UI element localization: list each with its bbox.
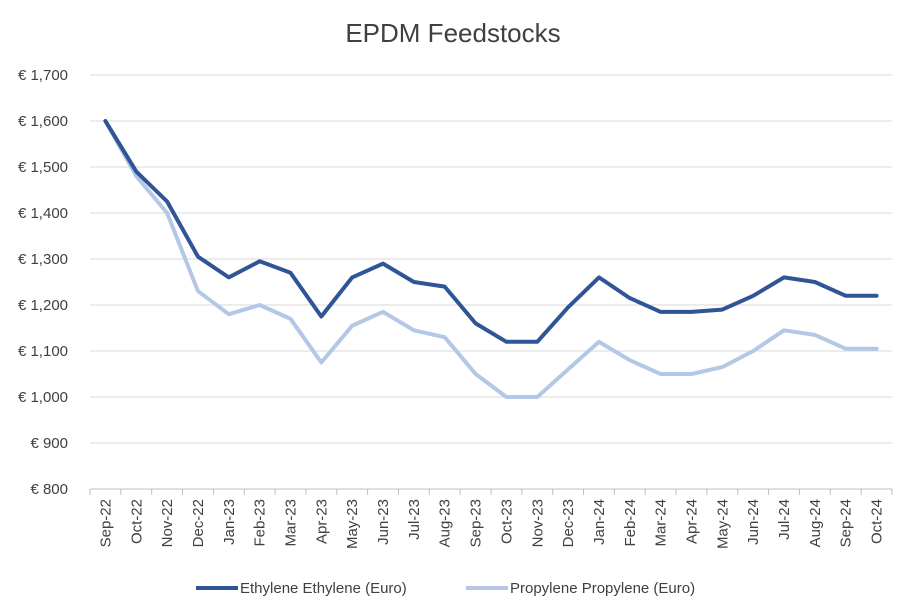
x-tick-label: Jan-24 [591,499,608,545]
y-tick-label: € 1,100 [18,343,68,360]
y-tick-label: € 1,500 [18,159,68,176]
y-tick-label: € 1,600 [18,113,68,130]
x-tick-label: Sep-22 [97,499,114,547]
x-tick-label: Oct-22 [128,499,145,544]
y-tick-label: € 1,700 [18,67,68,84]
x-tick-label: Mar-24 [653,499,670,547]
series-line-propylene [103,119,879,399]
y-tick-label: € 1,000 [18,389,68,406]
x-tick-label: Dec-23 [560,499,577,547]
x-tick-label: Jul-23 [406,499,423,540]
x-tick-label: Nov-23 [529,499,546,547]
x-tick-label: Jun-24 [745,499,762,545]
x-tick-label: Aug-24 [807,499,824,547]
x-axis [89,488,893,495]
x-tick-label: Feb-24 [622,499,639,547]
x-tick-label: Jun-23 [375,499,392,545]
x-tick-label: Feb-23 [252,499,269,547]
y-tick-label: € 800 [30,481,68,498]
series-lines [103,119,879,399]
x-tick-label: Dec-22 [190,499,207,547]
x-tick-label: Oct-23 [498,499,515,544]
y-tick-label: € 1,200 [18,297,68,314]
y-tick-label: € 1,400 [18,205,68,222]
x-tick-label: May-24 [714,499,731,549]
x-axis-tick-labels: Sep-22 Oct-22 Nov-22 Dec-22 Jan-23 Feb-23 Mar-… [97,499,885,549]
x-tick-label: Jan-23 [221,499,238,545]
x-tick-label: Jul-24 [776,499,793,540]
chart-title: EPDM Feedstocks [345,18,560,48]
y-axis-tick-labels: € 800 € 900 € 1,000 € 1,100 € 1,200 € 1,300 € … [18,67,68,498]
x-tick-label: Sep-23 [468,499,485,547]
legend-label-propylene: Propylene Propylene (Euro) [510,580,695,597]
x-tick-label: Aug-23 [437,499,454,547]
x-tick-label: Apr-23 [313,499,330,544]
series-line-ethylene [103,119,879,344]
x-tick-label: Nov-22 [159,499,176,547]
legend: Ethylene Ethylene (Euro) Propylene Propyl… [196,580,695,597]
x-tick-label: Mar-23 [283,499,300,547]
x-tick-label: May-23 [344,499,361,549]
y-tick-label: € 900 [30,435,68,452]
x-tick-label: Sep-24 [838,499,855,547]
x-tick-label: Oct-24 [869,499,886,544]
legend-label-ethylene: Ethylene Ethylene (Euro) [240,580,407,597]
y-tick-label: € 1,300 [18,251,68,268]
gridlines [90,74,892,444]
x-tick-label: Apr-24 [684,499,701,544]
